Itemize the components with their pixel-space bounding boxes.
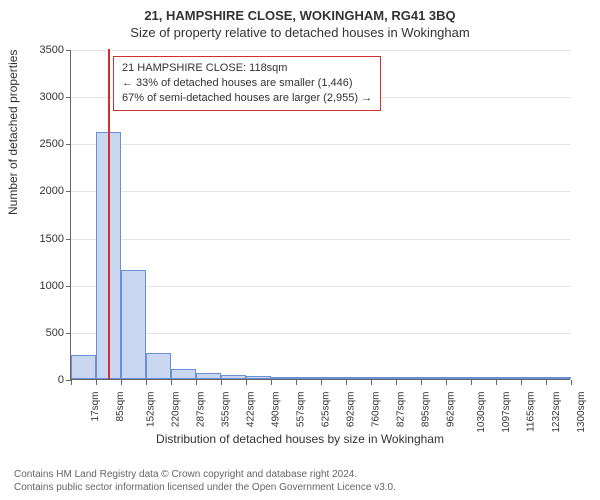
histogram-bar [196,373,221,379]
xtick-label: 557sqm [296,392,307,428]
footer-line2: Contains public sector information licen… [14,481,396,494]
histogram-bar [71,355,96,380]
xtick-label: 625sqm [321,392,332,428]
annotation-line: 21 HAMPSHIRE CLOSE: 118sqm [122,61,372,76]
ytick-label: 0 [24,374,64,386]
histogram-bar [121,270,146,379]
xtick-label: 287sqm [196,392,207,428]
ytick-label: 3000 [24,91,64,103]
xtick-mark [371,380,372,385]
gridline [71,50,571,51]
xtick-label: 152sqm [146,392,157,428]
xtick-mark [496,380,497,385]
x-axis-label: Distribution of detached houses by size … [0,432,600,446]
ytick-mark [66,144,71,145]
xtick-label: 895sqm [421,392,432,428]
gridline [71,144,571,145]
plot-region: 050010001500200025003000350017sqm85sqm15… [70,50,570,380]
xtick-mark [521,380,522,385]
histogram-bar [371,377,396,379]
ytick-label: 2500 [24,138,64,150]
xtick-mark [396,380,397,385]
xtick-label: 220sqm [171,392,182,428]
xtick-mark [571,380,572,385]
xtick-mark [421,380,422,385]
histogram-bar [521,377,546,379]
xtick-mark [296,380,297,385]
xtick-label: 422sqm [246,392,257,428]
xtick-label: 827sqm [396,392,407,428]
ytick-mark [66,333,71,334]
histogram-bar [321,377,346,379]
xtick-label: 1097sqm [501,392,512,433]
histogram-bar [421,377,446,379]
xtick-label: 1030sqm [476,392,487,433]
histogram-bar [271,377,296,379]
histogram-bar [221,375,246,379]
xtick-mark [121,380,122,385]
ytick-label: 1500 [24,233,64,245]
xtick-label: 962sqm [446,392,457,428]
histogram-bar [396,377,421,379]
xtick-mark [546,380,547,385]
xtick-label: 490sqm [271,392,282,428]
xtick-label: 1300sqm [576,392,587,433]
annotation-line: 67% of semi-detached houses are larger (… [122,91,372,106]
annotation-box: 21 HAMPSHIRE CLOSE: 118sqm← 33% of detac… [113,56,381,111]
histogram-bar [171,369,196,379]
histogram-bar [146,353,171,379]
y-axis-label: Number of detached properties [6,50,20,215]
xtick-label: 760sqm [371,392,382,428]
property-marker-line [108,49,110,379]
chart-area: 050010001500200025003000350017sqm85sqm15… [70,50,570,380]
ytick-label: 500 [24,327,64,339]
xtick-mark [346,380,347,385]
ytick-label: 3500 [24,44,64,56]
xtick-mark [196,380,197,385]
xtick-label: 355sqm [221,392,232,428]
footer: Contains HM Land Registry data © Crown c… [14,468,396,494]
gridline [71,239,571,240]
ytick-label: 1000 [24,280,64,292]
xtick-mark [96,380,97,385]
gridline [71,286,571,287]
ytick-mark [66,191,71,192]
xtick-mark [321,380,322,385]
xtick-mark [171,380,172,385]
histogram-bar [296,377,321,379]
xtick-label: 1165sqm [525,392,536,432]
xtick-mark [221,380,222,385]
xtick-mark [246,380,247,385]
annotation-line: ← 33% of detached houses are smaller (1,… [122,76,372,91]
ytick-mark [66,239,71,240]
gridline [71,333,571,334]
histogram-bar [546,377,571,379]
footer-line1: Contains HM Land Registry data © Crown c… [14,468,396,481]
xtick-label: 85sqm [115,392,126,422]
xtick-label: 692sqm [346,392,357,428]
xtick-mark [271,380,272,385]
chart-subtitle: Size of property relative to detached ho… [0,23,600,44]
gridline [71,191,571,192]
ytick-mark [66,286,71,287]
ytick-mark [66,50,71,51]
xtick-label: 17sqm [90,392,101,422]
xtick-label: 1232sqm [551,392,562,433]
xtick-mark [71,380,72,385]
chart-title: 21, HAMPSHIRE CLOSE, WOKINGHAM, RG41 3BQ [0,0,600,23]
chart-container: 21, HAMPSHIRE CLOSE, WOKINGHAM, RG41 3BQ… [0,0,600,500]
histogram-bar [446,377,471,379]
xtick-mark [146,380,147,385]
histogram-bar [471,377,496,379]
histogram-bar [496,377,521,379]
ytick-mark [66,97,71,98]
histogram-bar [246,376,271,379]
ytick-label: 2000 [24,185,64,197]
xtick-mark [446,380,447,385]
xtick-mark [471,380,472,385]
histogram-bar [346,377,371,379]
